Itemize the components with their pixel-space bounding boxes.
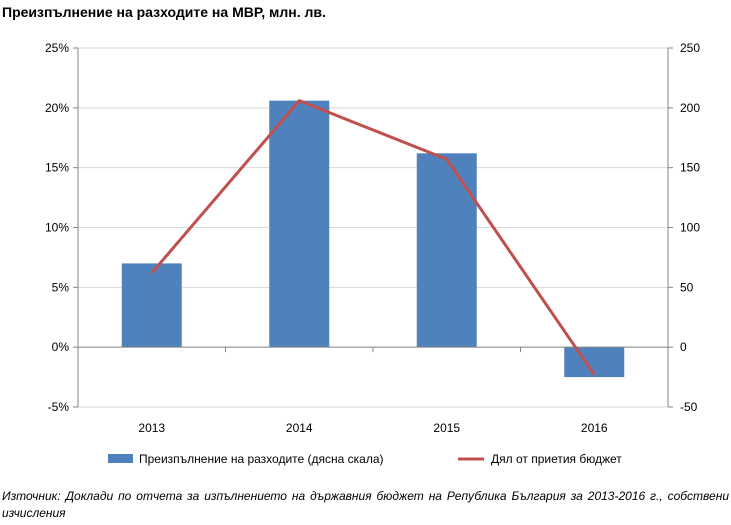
axis-labels: 25% 20% 15% 10% 5% 0% -5% 250 200 150 100 50 0 -50 201…: [45, 41, 700, 435]
category-label-2014: 2014: [286, 421, 313, 435]
source-note: Източник: Доклади по отчета за изпълнени…: [2, 489, 729, 520]
left-tick-label: 0%: [52, 340, 70, 354]
left-tick-label: 5%: [52, 280, 70, 294]
gridlines: [78, 47, 668, 408]
right-tick-label: 50: [680, 280, 694, 294]
right-tick-label: 150: [680, 161, 700, 175]
bar-2014: [269, 100, 330, 348]
category-label-2013: 2013: [138, 421, 165, 435]
category-label-2016: 2016: [581, 421, 608, 435]
chart-area: 25% 20% 15% 10% 5% 0% -5% 250 200 150 100 50 0 -50 201…: [45, 41, 700, 466]
right-tick-label: 200: [680, 101, 700, 115]
legend: Преизпълнение на разходите (дясна скала)…: [108, 452, 622, 466]
chart-title: Преизпълнение на разходите на МВР, млн. …: [2, 4, 326, 20]
legend-bar-swatch: [108, 454, 133, 463]
axes: [73, 47, 673, 408]
line-share-of-budget: [150, 99, 596, 376]
left-tick-label: 25%: [45, 41, 69, 55]
left-tick-label: 20%: [45, 101, 69, 115]
legend-line-label: Дял от приетия бюджет: [491, 452, 622, 466]
bar-series: [121, 100, 625, 378]
line-series: [150, 99, 596, 376]
right-tick-label: 0: [680, 340, 687, 354]
legend-bar-label: Преизпълнение на разходите (дясна скала): [139, 452, 384, 466]
right-tick-label: 100: [680, 221, 700, 235]
bar-2013: [121, 263, 182, 348]
category-label-2015: 2015: [433, 421, 460, 435]
left-tick-label: -5%: [48, 400, 70, 414]
right-tick-label: 250: [680, 41, 700, 55]
bar-2015: [416, 153, 477, 348]
left-tick-label: 15%: [45, 161, 69, 175]
left-tick-label: 10%: [45, 221, 69, 235]
right-tick-label: -50: [680, 400, 698, 414]
